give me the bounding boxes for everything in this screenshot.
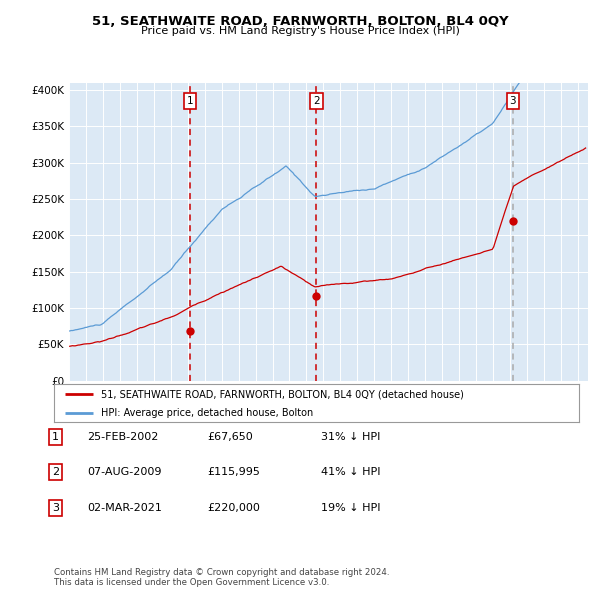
Text: £220,000: £220,000 (207, 503, 260, 513)
Text: 51, SEATHWAITE ROAD, FARNWORTH, BOLTON, BL4 0QY: 51, SEATHWAITE ROAD, FARNWORTH, BOLTON, … (92, 15, 508, 28)
Text: £115,995: £115,995 (207, 467, 260, 477)
Text: 2: 2 (313, 96, 320, 106)
Text: 3: 3 (509, 96, 516, 106)
Text: 1: 1 (52, 432, 59, 442)
Text: £67,650: £67,650 (207, 432, 253, 442)
Text: 3: 3 (52, 503, 59, 513)
Text: 07-AUG-2009: 07-AUG-2009 (87, 467, 161, 477)
Text: 19% ↓ HPI: 19% ↓ HPI (321, 503, 380, 513)
Text: Contains HM Land Registry data © Crown copyright and database right 2024.
This d: Contains HM Land Registry data © Crown c… (54, 568, 389, 587)
Text: 1: 1 (187, 96, 194, 106)
Text: 31% ↓ HPI: 31% ↓ HPI (321, 432, 380, 442)
Text: 25-FEB-2002: 25-FEB-2002 (87, 432, 158, 442)
Text: 41% ↓ HPI: 41% ↓ HPI (321, 467, 380, 477)
Text: 02-MAR-2021: 02-MAR-2021 (87, 503, 162, 513)
Text: HPI: Average price, detached house, Bolton: HPI: Average price, detached house, Bolt… (101, 408, 314, 418)
Text: Price paid vs. HM Land Registry's House Price Index (HPI): Price paid vs. HM Land Registry's House … (140, 26, 460, 36)
Text: 51, SEATHWAITE ROAD, FARNWORTH, BOLTON, BL4 0QY (detached house): 51, SEATHWAITE ROAD, FARNWORTH, BOLTON, … (101, 389, 464, 399)
Text: 2: 2 (52, 467, 59, 477)
